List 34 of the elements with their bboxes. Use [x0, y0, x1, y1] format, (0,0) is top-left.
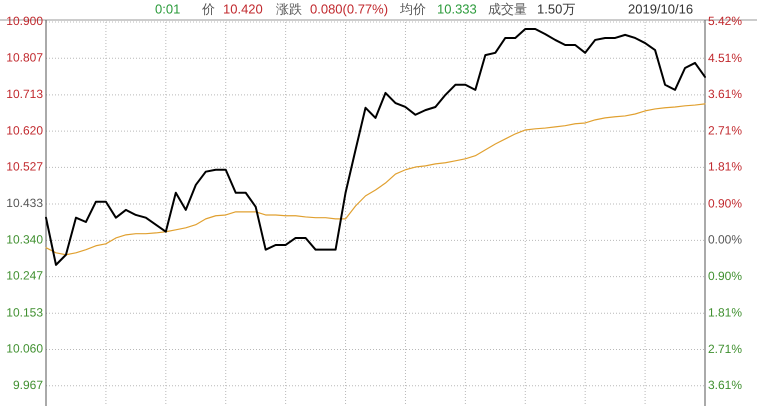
y2-tick-label: 3.61% [708, 87, 742, 102]
text: 价 [201, 1, 215, 16]
y2-tick-label: 2.71% [708, 342, 742, 356]
text: 1.50万 [537, 1, 576, 16]
text: 涨跌 [276, 1, 302, 16]
line-series [45, 103, 706, 256]
y-tick-label: 10.900 [6, 14, 44, 28]
y-tick-label: 10.247 [6, 268, 44, 283]
y-tick-label: 10.527 [6, 160, 44, 174]
y-tick-label: 10.713 [6, 87, 44, 102]
text: 0:01 [155, 1, 180, 16]
text: 均价 [399, 1, 426, 16]
y2-tick-label: 0.90% [708, 268, 742, 283]
y2-tick-label: 1.81% [708, 305, 742, 320]
y-tick-label: 10.807 [6, 50, 44, 64]
text: 0.080(0.77%) [310, 1, 388, 16]
y-tick-label: 9.967 [12, 378, 44, 392]
text: 10.333 [437, 1, 477, 16]
line-series [45, 28, 706, 266]
y2-tick-label: 0.00% [708, 232, 742, 247]
text: 成交量 [488, 1, 527, 16]
y2-tick-label: 4.51% [708, 50, 742, 65]
y-tick-label: 10.433 [6, 196, 44, 210]
y2-tick-label: 3.61% [708, 378, 742, 392]
y2-tick-label: 0.90% [708, 196, 742, 210]
y-tick-label: 10.153 [6, 305, 44, 320]
y-tick-label: 10.060 [6, 342, 44, 356]
text: 10.420 [223, 1, 263, 16]
y2-tick-label: 5.42% [708, 14, 742, 28]
y-tick-label: 10.620 [6, 123, 44, 138]
text: 2019/10/16 [628, 1, 694, 16]
y2-tick-label: 2.71% [708, 123, 742, 138]
y2-tick-label: 1.81% [708, 160, 742, 174]
y-tick-label: 10.340 [6, 232, 44, 246]
